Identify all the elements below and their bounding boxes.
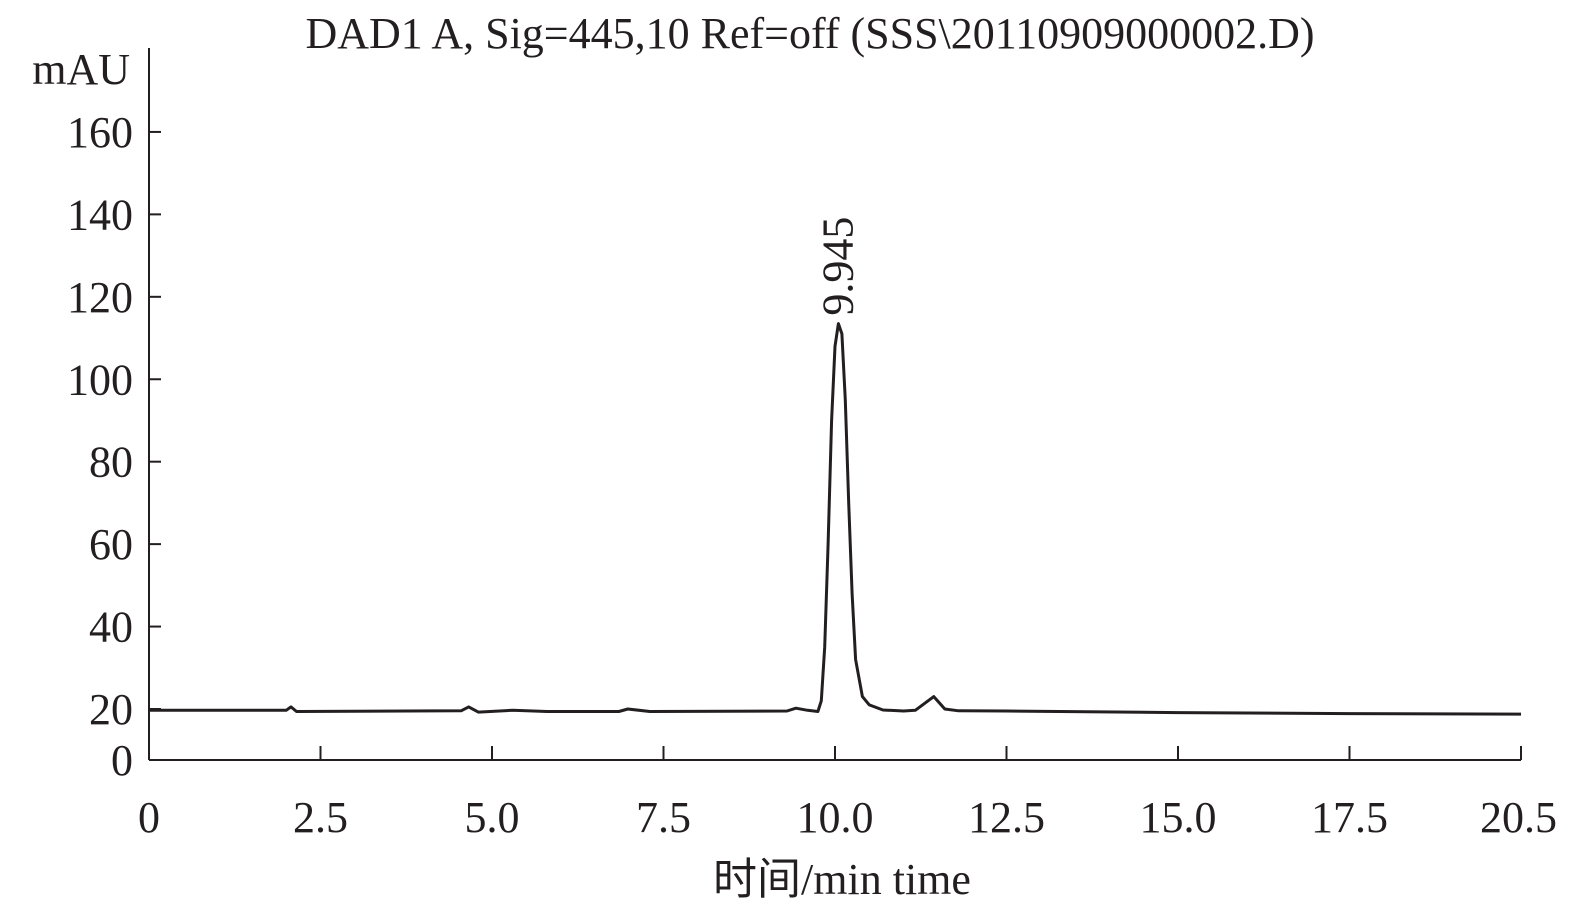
y-tick-label: 0: [111, 736, 133, 785]
chart-title: DAD1 A, Sig=445,10 Ref=off (SSS\20110909…: [305, 9, 1314, 58]
y-tick-label: 20: [89, 685, 133, 734]
y-tick-label: 80: [89, 438, 133, 487]
y-tick-label: 60: [89, 520, 133, 569]
signal-line: [149, 322, 1522, 716]
y-tick-label: 140: [67, 190, 133, 239]
y-tick-label: 160: [67, 108, 133, 157]
x-tick-label: 7.5: [636, 793, 691, 842]
x-tick-label: 12.5: [968, 793, 1045, 842]
y-axis-label: mAU: [32, 45, 130, 94]
x-tick-label: 10.0: [797, 793, 874, 842]
peak-label: 9.945: [813, 217, 862, 316]
x-tick-label: 15.0: [1140, 793, 1217, 842]
x-axis-label: 时间/min time: [713, 855, 971, 904]
x-tick-label: 20.5: [1480, 793, 1557, 842]
x-tick-label: 0: [138, 793, 160, 842]
y-tick-label: 100: [67, 355, 133, 404]
x-tick-label: 5.0: [465, 793, 520, 842]
y-tick-label: 120: [67, 273, 133, 322]
x-tick-label: 17.5: [1311, 793, 1388, 842]
y-tick-label: 40: [89, 603, 133, 652]
x-tick-label: 2.5: [293, 793, 348, 842]
